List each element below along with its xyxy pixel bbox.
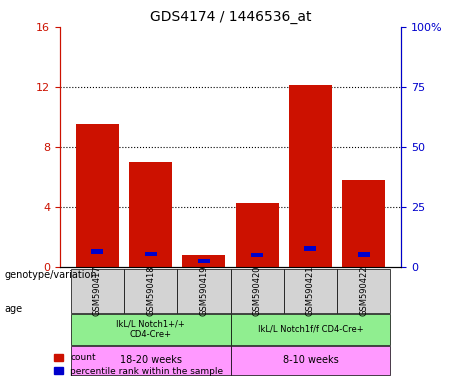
- Text: GSM590418: GSM590418: [146, 266, 155, 316]
- Text: GSM590420: GSM590420: [253, 266, 262, 316]
- Legend: count, percentile rank within the sample: count, percentile rank within the sample: [51, 350, 227, 379]
- FancyBboxPatch shape: [71, 269, 124, 313]
- Text: GSM590417: GSM590417: [93, 266, 102, 316]
- Title: GDS4174 / 1446536_at: GDS4174 / 1446536_at: [150, 10, 311, 25]
- FancyBboxPatch shape: [71, 346, 230, 375]
- Text: GSM590422: GSM590422: [359, 266, 368, 316]
- Text: IkL/L Notch1+/+
CD4-Cre+: IkL/L Notch1+/+ CD4-Cre+: [116, 319, 185, 339]
- Text: 8-10 weeks: 8-10 weeks: [283, 356, 338, 366]
- FancyBboxPatch shape: [230, 346, 390, 375]
- Bar: [289, 85, 332, 267]
- FancyBboxPatch shape: [124, 269, 177, 313]
- Bar: [91, 249, 103, 254]
- Text: IkL/L Notch1f/f CD4-Cre+: IkL/L Notch1f/f CD4-Cre+: [258, 325, 363, 334]
- Bar: [145, 252, 157, 256]
- Bar: [236, 202, 279, 267]
- FancyBboxPatch shape: [230, 269, 284, 313]
- Text: genotype/variation: genotype/variation: [5, 270, 97, 280]
- Bar: [251, 253, 263, 257]
- FancyBboxPatch shape: [230, 314, 390, 345]
- FancyBboxPatch shape: [337, 269, 390, 313]
- Text: 18-20 weeks: 18-20 weeks: [119, 356, 182, 366]
- Bar: [129, 162, 172, 267]
- FancyBboxPatch shape: [71, 314, 230, 345]
- Text: GSM590421: GSM590421: [306, 266, 315, 316]
- Text: age: age: [5, 304, 23, 314]
- Bar: [198, 259, 210, 263]
- FancyBboxPatch shape: [177, 269, 230, 313]
- Bar: [182, 255, 225, 267]
- Bar: [76, 124, 119, 267]
- Bar: [342, 180, 385, 267]
- Text: GSM590419: GSM590419: [199, 266, 208, 316]
- FancyBboxPatch shape: [284, 269, 337, 313]
- Bar: [358, 252, 370, 257]
- Bar: [304, 246, 316, 251]
